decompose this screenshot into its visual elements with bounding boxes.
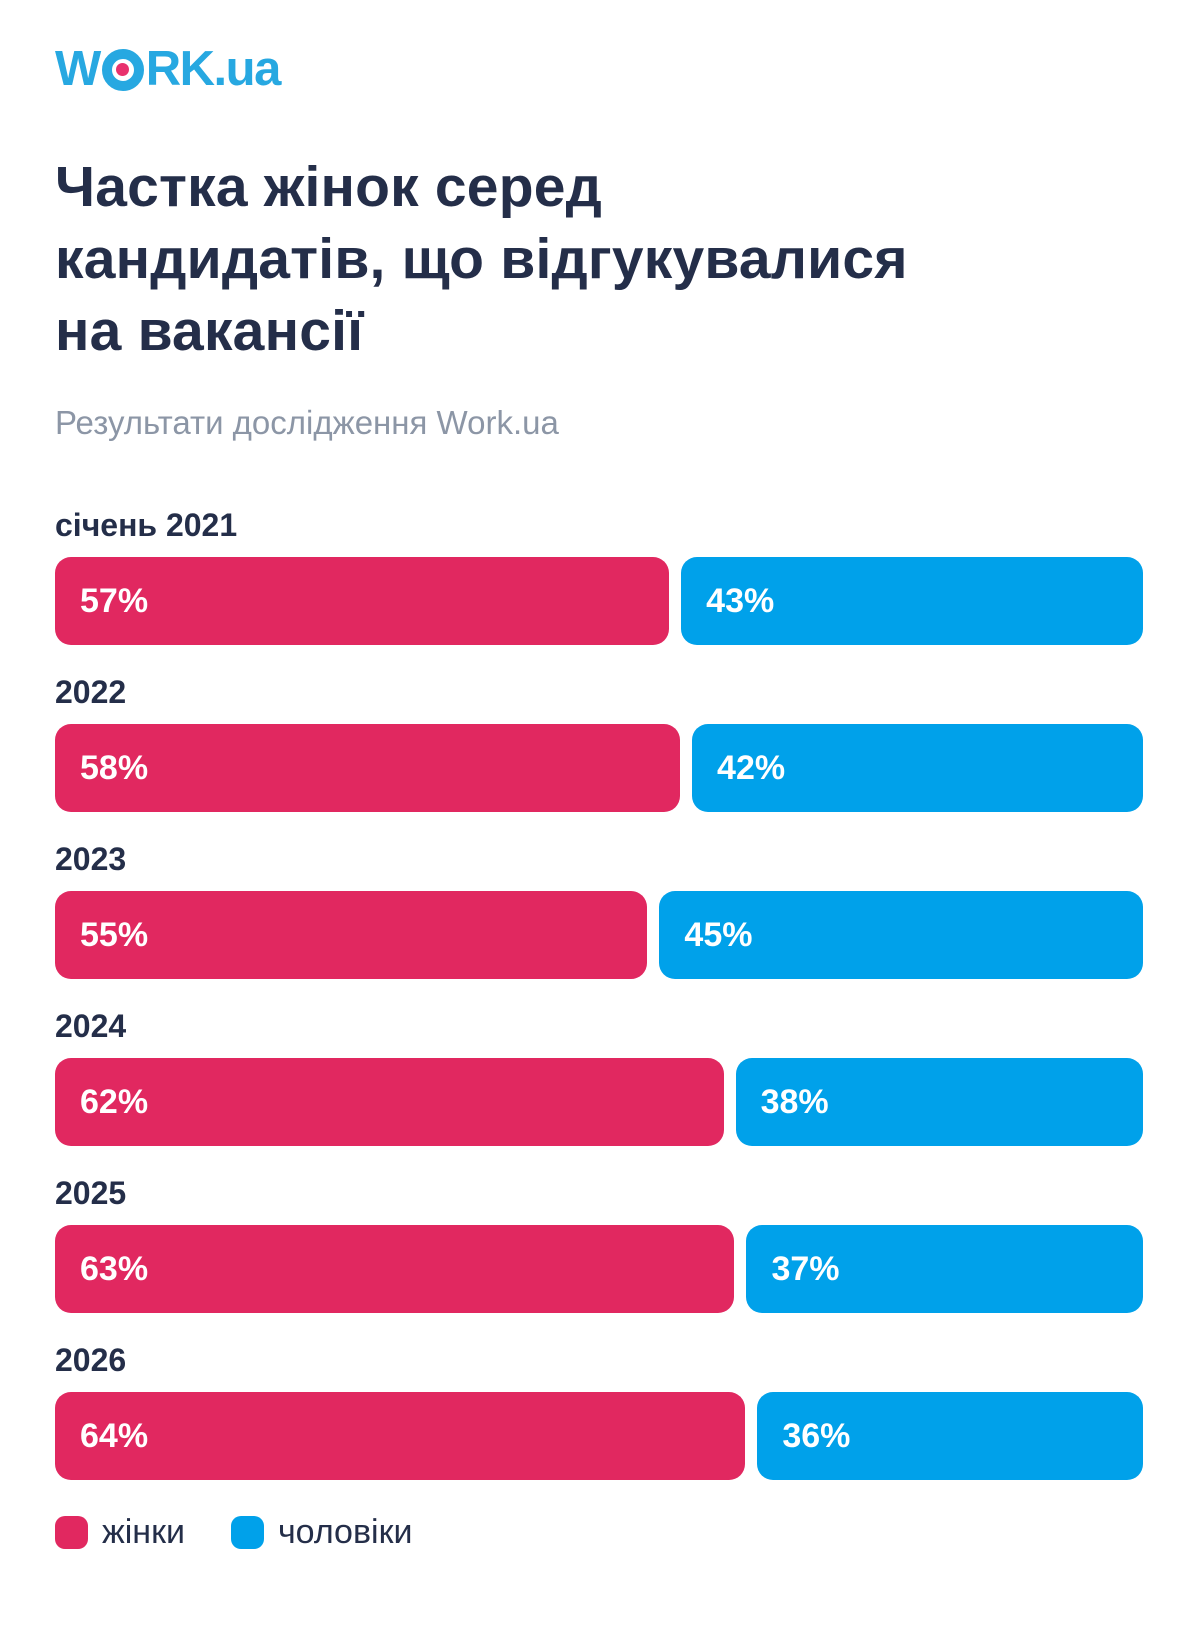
bar-pair: 62% 38% (55, 1058, 1143, 1146)
women-bar-value: 55% (80, 915, 149, 954)
men-bar-value: 42% (717, 748, 786, 787)
bar-pair: 55% 45% (55, 891, 1143, 979)
title-line-2: кандидатів, що відгукувалися (55, 227, 908, 291)
subtitle: Результати дослідження Work.ua (55, 404, 559, 441)
men-bar: 45% (659, 891, 1143, 979)
chart-row: 2026 64% 36% (55, 1342, 1143, 1480)
women-bar: 58% (55, 724, 681, 812)
legend: жінки чоловіки (55, 1513, 1143, 1552)
men-bar: 37% (746, 1225, 1143, 1313)
bar-pair: 57% 43% (55, 557, 1143, 645)
legend-item-men: чоловіки (230, 1513, 413, 1552)
men-bar-value: 45% (684, 915, 753, 954)
men-bar-value: 43% (706, 581, 775, 620)
men-bar-value: 36% (782, 1416, 851, 1455)
year-label: 2026 (55, 1342, 127, 1378)
page-title: Частка жінок серед кандидатів, що відгук… (55, 151, 1143, 367)
women-bar-value: 62% (80, 1082, 149, 1121)
women-bar-value: 57% (80, 581, 149, 620)
logo-o-ring-icon (101, 48, 144, 91)
men-bar: 36% (757, 1392, 1143, 1480)
men-bar: 43% (681, 557, 1143, 645)
women-bar: 62% (55, 1058, 724, 1146)
women-swatch-icon (55, 1516, 88, 1549)
men-bar-value: 37% (771, 1249, 840, 1288)
workua-logo: W RK .ua (55, 45, 1143, 94)
chart-row: 2024 62% 38% (55, 1008, 1143, 1146)
chart-row: 2023 55% 45% (55, 841, 1143, 979)
chart-row: січень 2021 57% 43% (55, 507, 1143, 645)
year-label: 2025 (55, 1175, 127, 1211)
men-bar: 38% (735, 1058, 1143, 1146)
women-bar: 64% (55, 1392, 746, 1480)
women-bar-value: 63% (80, 1249, 149, 1288)
legend-item-women: жінки (55, 1513, 185, 1552)
bar-pair: 58% 42% (55, 724, 1143, 812)
women-bar-value: 64% (80, 1416, 149, 1455)
title-line-3: на вакансії (55, 299, 364, 363)
logo-dot-icon (116, 63, 130, 76)
men-swatch-icon (230, 1516, 264, 1549)
year-label: 2023 (55, 841, 127, 877)
legend-label-women: жінки (102, 1513, 185, 1551)
logo-text-ua: .ua (213, 42, 282, 96)
women-bar: 63% (55, 1225, 735, 1313)
title-line-1: Частка жінок серед (55, 155, 602, 219)
bar-chart: січень 2021 57% 43% 2022 58% 42% (55, 507, 1143, 1480)
bar-pair: 64% 36% (55, 1392, 1143, 1480)
year-label: 2024 (55, 1008, 127, 1044)
legend-label-men: чоловіки (277, 1513, 413, 1551)
women-bar: 55% (55, 891, 648, 979)
logo-text-rk: RK (145, 42, 215, 96)
year-label: 2022 (55, 674, 127, 710)
chart-row: 2025 63% 37% (55, 1175, 1143, 1313)
logo-text-w: W (55, 42, 101, 96)
men-bar-value: 38% (760, 1082, 829, 1121)
chart-row: 2022 58% 42% (55, 674, 1143, 812)
year-label: січень 2021 (55, 507, 238, 543)
women-bar-value: 58% (80, 748, 149, 787)
women-bar: 57% (55, 557, 670, 645)
men-bar: 42% (692, 724, 1143, 812)
bar-pair: 63% 37% (55, 1225, 1143, 1313)
